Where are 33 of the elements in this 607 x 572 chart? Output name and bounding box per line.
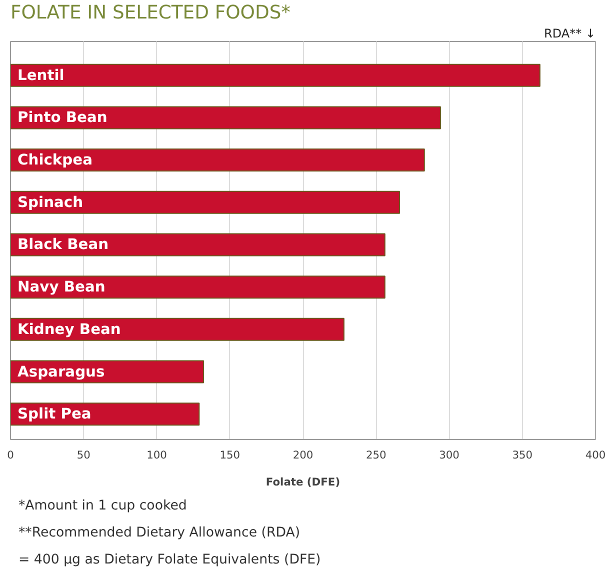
y-tick-label: Navy Bean (18, 278, 106, 296)
bar (10, 276, 386, 299)
y-tick-label: Lentil (18, 66, 64, 84)
y-tick-label: Kidney Bean (18, 320, 121, 338)
x-tick-label: 50 (76, 448, 91, 462)
x-tick-label: 0 (7, 448, 14, 462)
text: = 400 µg as Dietary Folate Equivalents (DFE) (18, 552, 321, 568)
x-tick-label: 150 (220, 448, 240, 462)
bar (10, 402, 200, 426)
bar (10, 233, 386, 256)
chart-title: FOLATE IN SELECTED FOODS* (10, 2, 291, 24)
x-tick-label: 350 (512, 448, 533, 462)
y-tick-label: Split Pea (18, 406, 92, 423)
x-tick-label: 300 (439, 448, 460, 462)
bar (10, 64, 540, 87)
bar (10, 148, 425, 172)
y-tick-label: Chickpea (18, 152, 92, 169)
ref-line-label: RDA** ↓ (544, 26, 596, 40)
y-tick-label: Spinach (18, 194, 84, 211)
bar (10, 190, 400, 214)
bar (10, 318, 344, 341)
text: *Amount in 1 cup cooked (18, 498, 187, 514)
text: **Recommended Dietary Allowance (RDA) (18, 526, 300, 540)
x-axis-title: Folate (DFE) (266, 476, 340, 488)
bar (10, 360, 204, 384)
y-tick-label: Asparagus (18, 363, 105, 380)
x-tick-label: 400 (585, 448, 606, 462)
x-tick-label: 100 (146, 448, 168, 462)
y-tick-label: Black Bean (18, 236, 109, 254)
x-tick-label: 250 (366, 448, 387, 462)
x-tick-label: 200 (292, 448, 314, 462)
y-tick-label: Pinto Bean (18, 109, 108, 126)
bar (10, 106, 441, 130)
